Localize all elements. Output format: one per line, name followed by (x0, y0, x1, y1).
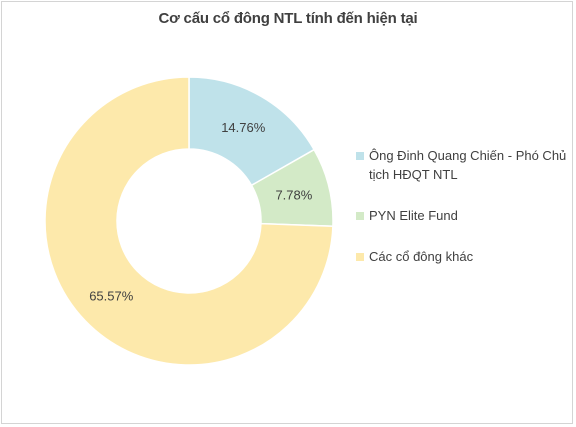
legend-swatch (356, 212, 364, 220)
donut-slice (188, 76, 316, 187)
donut-slices (44, 76, 334, 366)
data-label: 65.57% (89, 288, 134, 303)
chart-legend: Ông Đinh Quang Chiến - Phó Chủ tịch HĐQT… (356, 146, 571, 266)
legend-label: Ông Đinh Quang Chiến - Phó Chủ tịch HĐQT… (369, 148, 567, 182)
legend-label: PYN Elite Fund (369, 208, 458, 223)
legend-item-other-shareholders: Các cổ đông khác (356, 247, 571, 266)
data-label: 7.78% (275, 188, 312, 203)
donut-slice (44, 76, 334, 366)
legend-label: Các cổ đông khác (369, 249, 474, 264)
legend-item-pyn-elite-fund: PYN Elite Fund (356, 206, 571, 225)
legend-swatch (356, 152, 364, 160)
chart-title: Cơ cấu cổ đông NTL tính đến hiện tại (158, 10, 418, 27)
legend-swatch (356, 253, 364, 261)
data-label: 14.76% (221, 120, 266, 135)
legend-item-dinh-quang-chien: Ông Đinh Quang Chiến - Phó Chủ tịch HĐQT… (356, 146, 571, 184)
donut-data-labels: 14.76% 7.78% 65.57% (89, 120, 313, 303)
